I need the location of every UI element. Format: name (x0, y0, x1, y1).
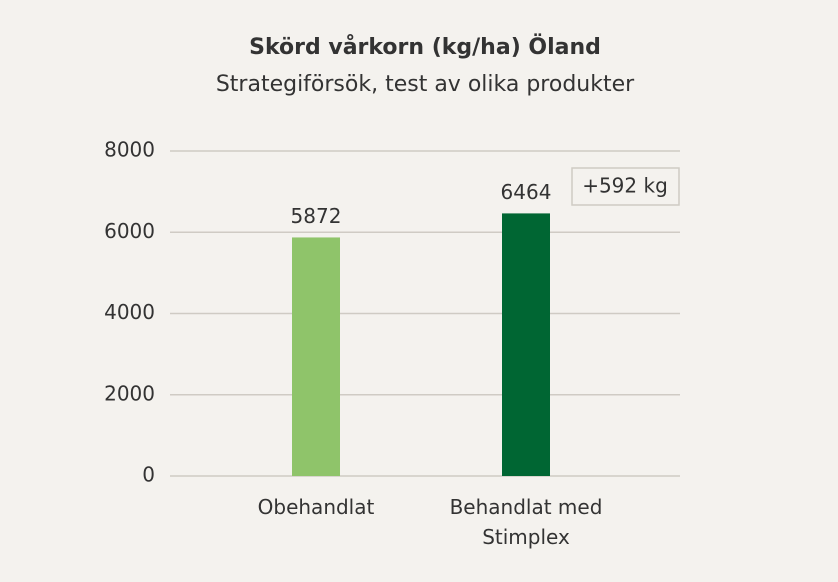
annotation: +592 kg (582, 174, 668, 198)
chart-subtitle: Strategiförsök, test av olika produkter (216, 72, 635, 97)
y-tick-label: 0 (142, 463, 155, 487)
x-tick-label: Obehandlat (257, 495, 375, 519)
bar (502, 213, 550, 476)
chart-title: Skörd vårkorn (kg/ha) Öland (249, 34, 601, 60)
annotation-box (571, 167, 680, 206)
value-label: 6464 (501, 180, 552, 204)
y-tick-label: 4000 (104, 300, 155, 324)
y-tick-label: 8000 (104, 138, 155, 162)
value-label: 5872 (291, 204, 342, 228)
y-tick-label: 6000 (104, 219, 155, 243)
y-tick-label: 2000 (104, 381, 155, 405)
x-tick-label: Behandlat med Stimplex (449, 495, 603, 549)
bar (292, 237, 340, 476)
